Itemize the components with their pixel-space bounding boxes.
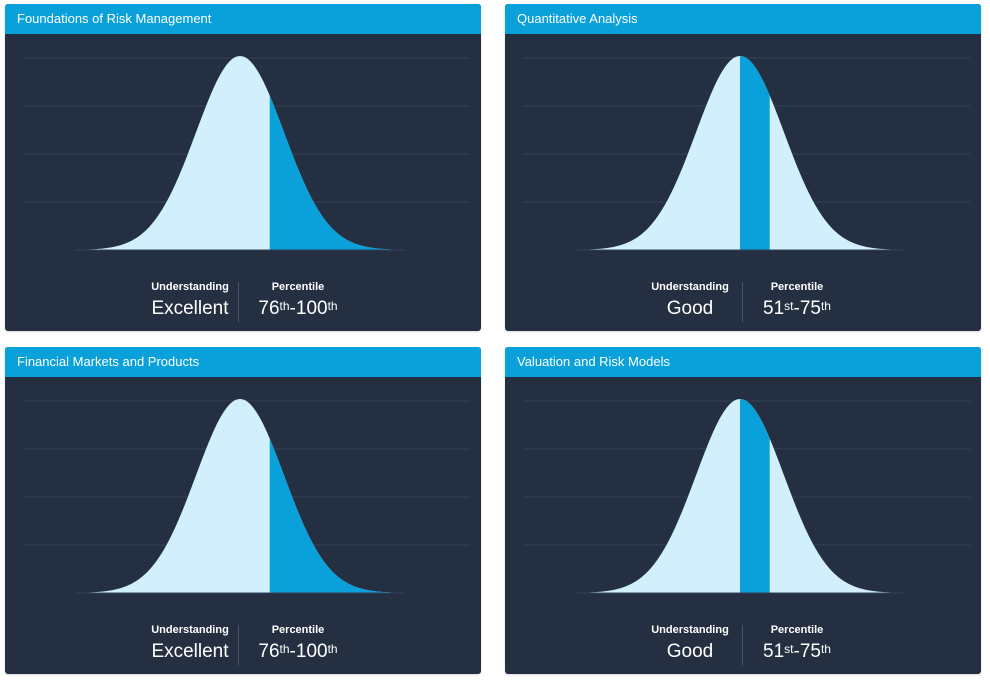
- percentile-to-suffix: th: [820, 299, 831, 313]
- understanding-label: Understanding: [651, 624, 729, 636]
- percentile-value: 76th-100th: [240, 297, 356, 321]
- percentile-from-suffix: th: [279, 299, 290, 313]
- stats-row: Understanding Good Percentile 51st-75th: [505, 621, 981, 667]
- distribution-chart: [23, 56, 470, 251]
- stats-row: Understanding Excellent Percentile 76th-…: [5, 278, 481, 324]
- understanding-label: Understanding: [151, 624, 229, 636]
- percentile-label: Percentile: [271, 281, 325, 293]
- divider: [742, 625, 743, 665]
- percentile-from-suffix: st: [784, 642, 794, 656]
- percentile-value: 51st-75th: [744, 297, 850, 321]
- card-foundations-of-risk-management: Foundations of Risk Management Understan…: [5, 4, 481, 331]
- percentile-to: 75: [799, 298, 821, 319]
- understanding-stat: Understanding Excellent: [140, 621, 240, 664]
- divider: [742, 282, 743, 322]
- percentile-value: 76th-100th: [240, 640, 356, 664]
- percentile-to-suffix: th: [327, 642, 338, 656]
- percentile-separator: -: [793, 641, 800, 662]
- percentile-band: [269, 438, 405, 593]
- card-title: Valuation and Risk Models: [505, 347, 981, 377]
- percentile-from: 51: [763, 298, 785, 319]
- stats-row: Understanding Excellent Percentile 76th-…: [5, 621, 481, 667]
- card-title: Foundations of Risk Management: [5, 4, 481, 34]
- divider: [238, 282, 239, 322]
- understanding-value: Excellent: [151, 298, 229, 319]
- distribution-chart: [523, 399, 970, 594]
- percentile-to: 75: [799, 641, 821, 662]
- card-title: Financial Markets and Products: [5, 347, 481, 377]
- percentile-value: 51st-75th: [744, 640, 850, 664]
- percentile-to: 100: [295, 298, 328, 319]
- understanding-value: Good: [666, 298, 714, 319]
- percentile-from-suffix: st: [784, 299, 794, 313]
- percentile-stat: Percentile 76th-100th: [240, 621, 356, 664]
- card-quantitative-analysis: Quantitative Analysis Understanding Good…: [505, 4, 981, 331]
- percentile-band: [740, 56, 770, 250]
- percentile-band: [740, 399, 770, 593]
- percentile-separator: -: [793, 298, 800, 319]
- bell-curve: [75, 399, 405, 593]
- percentile-separator: -: [289, 641, 296, 662]
- understanding-stat: Understanding Good: [640, 278, 740, 321]
- percentile-stat: Percentile 76th-100th: [240, 278, 356, 321]
- percentile-label: Percentile: [770, 281, 824, 293]
- distribution-chart: [523, 56, 970, 251]
- percentile-label: Percentile: [770, 624, 824, 636]
- card-title: Quantitative Analysis: [505, 4, 981, 34]
- card-valuation-and-risk-models: Valuation and Risk Models Understanding …: [505, 347, 981, 674]
- understanding-stat: Understanding Excellent: [140, 278, 240, 321]
- percentile-from: 76: [258, 298, 280, 319]
- stats-row: Understanding Good Percentile 51st-75th: [505, 278, 981, 324]
- understanding-value: Excellent: [151, 641, 229, 662]
- percentile-from: 51: [763, 641, 785, 662]
- percentile-band: [269, 95, 405, 250]
- percentile-to-suffix: th: [327, 299, 338, 313]
- percentile-to-suffix: th: [820, 642, 831, 656]
- percentile-from: 76: [258, 641, 280, 662]
- card-financial-markets-and-products: Financial Markets and Products Understan…: [5, 347, 481, 674]
- percentile-separator: -: [289, 298, 296, 319]
- distribution-chart: [23, 399, 470, 594]
- understanding-label: Understanding: [151, 281, 229, 293]
- percentile-label: Percentile: [271, 624, 325, 636]
- divider: [238, 625, 239, 665]
- percentile-from-suffix: th: [279, 642, 290, 656]
- bell-curve: [75, 56, 405, 250]
- percentile-stat: Percentile 51st-75th: [744, 278, 850, 321]
- percentile-stat: Percentile 51st-75th: [744, 621, 850, 664]
- understanding-stat: Understanding Good: [640, 621, 740, 664]
- understanding-label: Understanding: [651, 281, 729, 293]
- understanding-value: Good: [666, 641, 714, 662]
- percentile-to: 100: [295, 641, 328, 662]
